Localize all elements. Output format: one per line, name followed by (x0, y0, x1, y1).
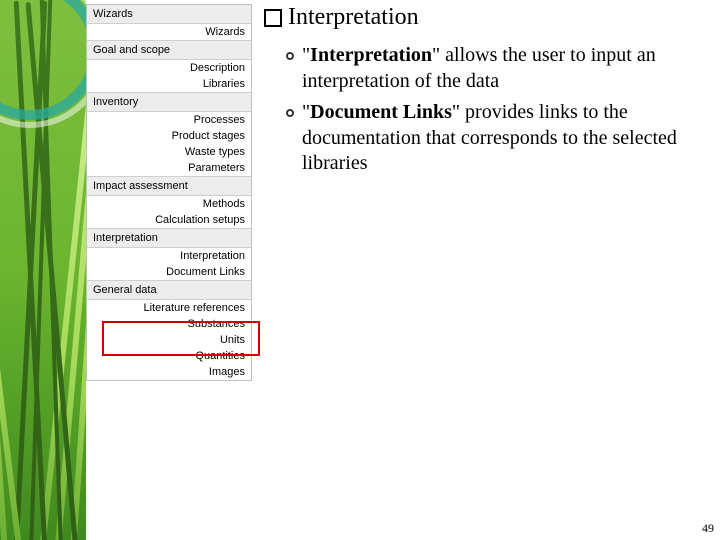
tree-item-label: Images (209, 366, 245, 378)
bullet-list: "Interpretation" allows the user to inpu… (264, 43, 704, 177)
bullet-icon (286, 109, 294, 117)
group-header-interpretation[interactable]: Interpretation (87, 228, 251, 248)
tree-item-label: Methods (203, 198, 245, 210)
tree-item-label: Quantities (195, 350, 245, 362)
group-header-inventory[interactable]: Inventory (87, 92, 251, 112)
tree-item-label: Parameters (188, 162, 245, 174)
tree-item-label: Libraries (203, 78, 245, 90)
tree-item[interactable]: Units (87, 332, 251, 348)
tree-item[interactable]: Waste types (87, 144, 251, 160)
tree-item-label: Literature references (144, 302, 246, 314)
tree-item[interactable]: Libraries (87, 76, 251, 92)
group-header-label: Inventory (93, 96, 138, 108)
bullet-item: "Document Links" provides links to the d… (286, 100, 704, 177)
tree-item[interactable]: Product stages (87, 128, 251, 144)
tree-item[interactable]: Methods (87, 196, 251, 212)
slide-title: Interpretation (264, 4, 704, 31)
decorative-background (0, 0, 86, 540)
slide-content: Interpretation "Interpretation" allows t… (264, 4, 704, 183)
bullet-text: "Document Links" provides links to the d… (302, 100, 704, 177)
tree-item[interactable]: Substances (87, 316, 251, 332)
tree-item[interactable]: Description (87, 60, 251, 76)
bullet-item: "Interpretation" allows the user to inpu… (286, 43, 704, 94)
tree-item-label: Processes (194, 114, 245, 126)
accent-ring-icon (0, 0, 86, 128)
group-header-label: Goal and scope (93, 44, 170, 56)
tree-item[interactable]: Calculation setups (87, 212, 251, 228)
group-header-label: Interpretation (93, 232, 158, 244)
group-header-wizards[interactable]: Wizards (87, 5, 251, 24)
tree-item[interactable]: Wizards (87, 24, 251, 40)
group-header-goal-and-scope[interactable]: Goal and scope (87, 40, 251, 60)
page-number: 49 (702, 521, 714, 536)
tree-item-label: Interpretation (180, 250, 245, 262)
title-text: Interpretation (288, 4, 419, 31)
tree-item[interactable]: Parameters (87, 160, 251, 176)
nav-tree-panel: Wizards Wizards Goal and scope Descripti… (86, 4, 252, 381)
tree-item-label: Units (220, 334, 245, 346)
tree-item[interactable]: Document Links (87, 264, 251, 280)
group-header-general-data[interactable]: General data (87, 280, 251, 300)
group-header-label: Wizards (93, 8, 133, 20)
bullet-icon (286, 52, 294, 60)
group-header-label: General data (93, 284, 157, 296)
checkbox-icon (264, 9, 282, 27)
bullet-text: "Interpretation" allows the user to inpu… (302, 43, 704, 94)
group-header-label: Impact assessment (93, 180, 188, 192)
tree-item[interactable]: Literature references (87, 300, 251, 316)
tree-item[interactable]: Images (87, 364, 251, 380)
tree-item-label: Product stages (172, 130, 245, 142)
tree-item-label: Waste types (185, 146, 245, 158)
tree-item-label: Substances (188, 318, 245, 330)
tree-item-label: Description (190, 62, 245, 74)
tree-item[interactable]: Interpretation (87, 248, 251, 264)
slide-stage: Wizards Wizards Goal and scope Descripti… (0, 0, 720, 540)
tree-item[interactable]: Quantities (87, 348, 251, 364)
group-header-impact-assessment[interactable]: Impact assessment (87, 176, 251, 196)
tree-item-label: Wizards (205, 26, 245, 38)
tree-item-label: Document Links (166, 266, 245, 278)
tree-item[interactable]: Processes (87, 112, 251, 128)
tree-item-label: Calculation setups (155, 214, 245, 226)
